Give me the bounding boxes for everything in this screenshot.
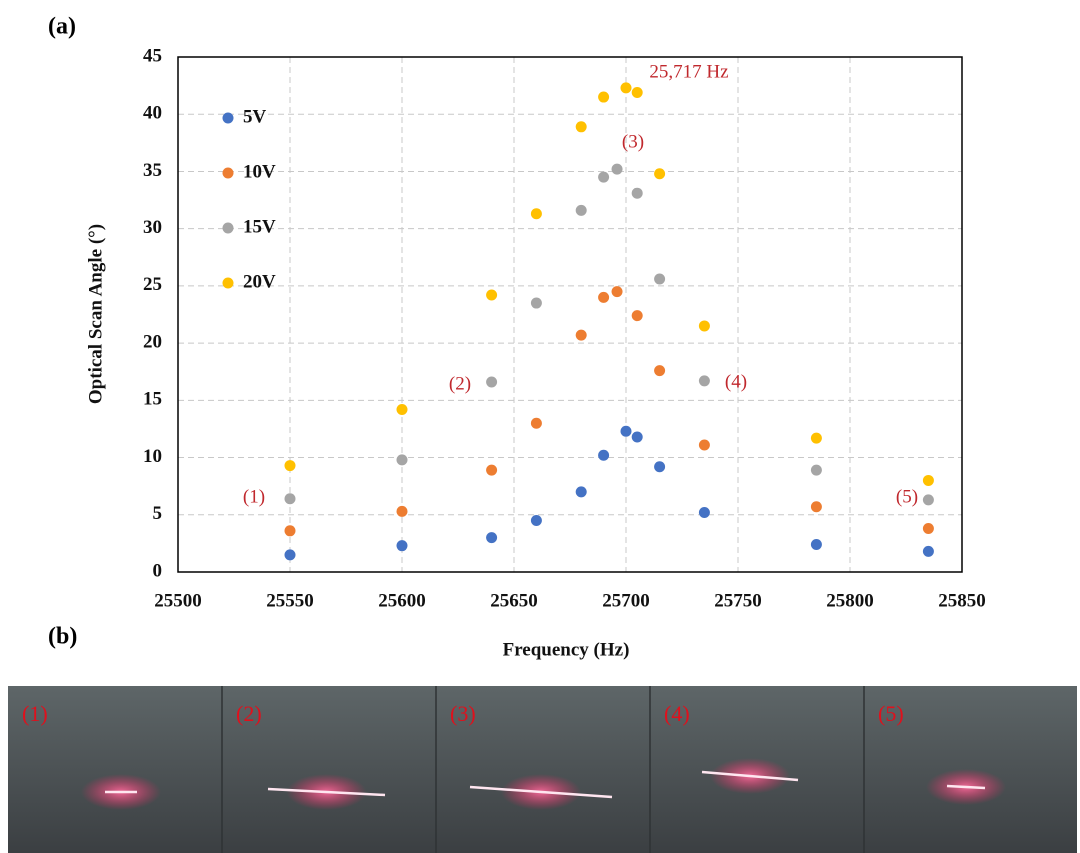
annotation: (3) xyxy=(622,131,644,152)
y-axis-title: Optical Scan Angle (°) xyxy=(85,224,106,404)
photo-background xyxy=(8,686,1077,853)
data-point xyxy=(598,449,610,461)
data-point xyxy=(698,375,710,387)
photo-label: (4) xyxy=(664,701,690,726)
data-point xyxy=(631,310,643,322)
annotation: (1) xyxy=(243,486,265,507)
y-tick-label: 30 xyxy=(143,217,162,238)
data-point xyxy=(654,365,666,377)
legend-marker xyxy=(222,167,234,179)
x-tick-label: 25800 xyxy=(826,590,874,611)
y-tick-label: 45 xyxy=(143,45,162,66)
photo-strip: (1) (2) (3) (4) (5) xyxy=(8,686,1077,853)
data-point xyxy=(922,494,934,506)
data-point xyxy=(598,171,610,183)
photo-label: (3) xyxy=(450,701,476,726)
x-tick-label: 25650 xyxy=(490,590,538,611)
data-point xyxy=(530,515,542,526)
legend-label: 15V xyxy=(243,216,276,237)
x-tick-label: 25700 xyxy=(602,590,650,611)
data-point xyxy=(922,474,934,486)
y-tick-label: 0 xyxy=(153,560,163,581)
data-point xyxy=(396,403,408,415)
y-tick-label: 5 xyxy=(153,503,163,524)
y-tick-label: 40 xyxy=(143,103,162,124)
data-point xyxy=(284,549,296,561)
data-point xyxy=(598,91,610,103)
data-point xyxy=(810,464,822,476)
data-point xyxy=(654,168,666,180)
data-point xyxy=(575,486,587,498)
x-tick-label: 25850 xyxy=(938,590,986,611)
annotation: (4) xyxy=(725,371,747,392)
y-tick-label: 15 xyxy=(143,389,162,410)
legend-label: 20V xyxy=(243,271,276,292)
x-axis-title: Frequency (Hz) xyxy=(503,639,630,660)
legend-marker xyxy=(222,277,234,289)
data-point xyxy=(530,417,542,429)
x-tick-label: 25600 xyxy=(378,590,426,611)
data-point xyxy=(654,461,666,473)
laser-line xyxy=(469,785,613,799)
annotation: (5) xyxy=(896,486,918,507)
annotation: (2) xyxy=(449,373,471,394)
data-point xyxy=(922,523,934,535)
data-point xyxy=(575,121,587,133)
data-point xyxy=(698,506,710,518)
data-point xyxy=(530,297,542,309)
data-point xyxy=(530,208,542,220)
data-point xyxy=(575,204,587,216)
data-point xyxy=(810,432,822,444)
data-point xyxy=(810,501,822,513)
y-tick-label: 20 xyxy=(143,331,162,352)
laser-line xyxy=(701,770,799,782)
data-point xyxy=(631,187,643,199)
y-tick-label: 25 xyxy=(143,274,162,295)
laser-line xyxy=(267,787,386,797)
legend-marker xyxy=(222,222,234,234)
data-point xyxy=(396,540,408,552)
data-point xyxy=(284,525,296,537)
plot-frame xyxy=(177,56,963,573)
legend-marker xyxy=(222,112,234,124)
data-point xyxy=(698,320,710,332)
y-tick-label: 35 xyxy=(143,160,162,181)
data-point xyxy=(284,460,296,472)
data-point xyxy=(631,431,643,443)
data-point xyxy=(620,425,632,437)
data-point xyxy=(611,286,623,298)
legend-label: 5V xyxy=(243,106,267,127)
legend-label: 10V xyxy=(243,161,276,182)
panel-label: (b) xyxy=(48,624,77,650)
data-point xyxy=(486,376,498,388)
panel-label: (a) xyxy=(48,14,76,40)
data-point xyxy=(631,86,643,98)
data-point xyxy=(486,289,498,301)
data-point xyxy=(598,291,610,303)
y-tick-label: 10 xyxy=(143,446,162,467)
laser-line xyxy=(946,784,986,790)
x-tick-label: 25500 xyxy=(154,590,202,611)
data-point xyxy=(396,454,408,466)
data-point xyxy=(620,82,632,94)
photo-label: (1) xyxy=(22,701,48,726)
data-point xyxy=(611,163,623,175)
photo-label: (5) xyxy=(878,701,904,726)
data-point xyxy=(486,464,498,476)
data-point xyxy=(284,493,296,505)
data-point xyxy=(922,545,934,557)
x-tick-label: 25550 xyxy=(266,590,314,611)
data-point xyxy=(810,539,822,551)
data-point xyxy=(396,505,408,517)
x-tick-label: 25750 xyxy=(714,590,762,611)
annotation: 25,717 Hz xyxy=(649,61,728,82)
photo-label: (2) xyxy=(236,701,262,726)
data-point xyxy=(575,329,587,341)
data-point xyxy=(654,273,666,285)
data-point xyxy=(486,532,498,544)
data-point xyxy=(698,439,710,451)
